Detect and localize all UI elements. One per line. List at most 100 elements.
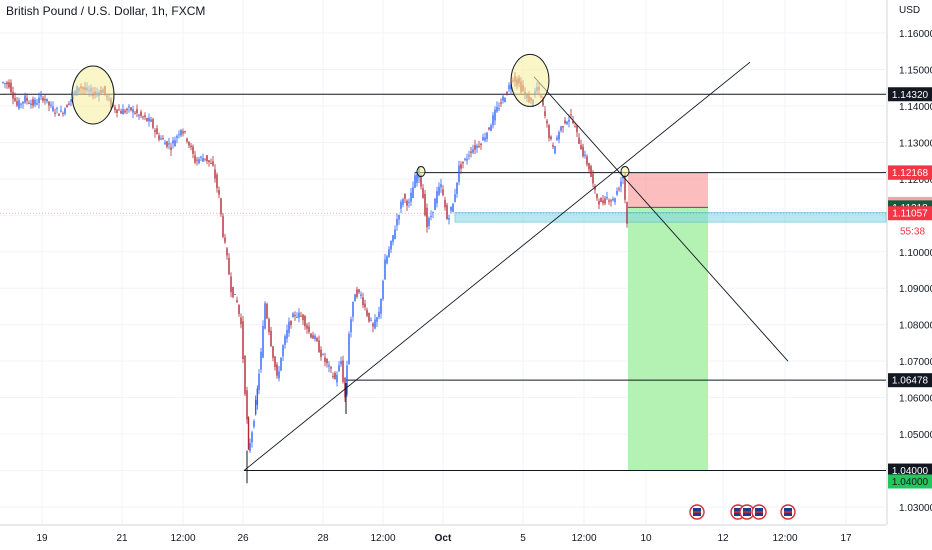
candle-body xyxy=(414,175,416,188)
candle-body xyxy=(182,131,184,134)
candle-body xyxy=(162,138,164,140)
candle-body xyxy=(462,161,464,164)
candle-body xyxy=(16,101,18,106)
candle-body xyxy=(398,215,400,220)
candle-body xyxy=(136,109,138,113)
event-flag-icon[interactable] xyxy=(751,504,767,520)
candle-body xyxy=(552,145,554,147)
candle-body xyxy=(318,340,320,353)
candle-body xyxy=(260,351,262,370)
event-flag-icon[interactable] xyxy=(689,504,705,520)
candle-body xyxy=(330,367,332,369)
candle-body xyxy=(470,151,472,153)
candle-body xyxy=(249,443,251,451)
candle-body xyxy=(374,319,376,329)
chart-title: British Pound / U.S. Dollar, 1h, FXCM xyxy=(6,4,206,18)
candle-body xyxy=(320,349,322,357)
candle-body xyxy=(574,126,576,128)
price-tick-label: 1.10000 xyxy=(899,248,932,259)
candle-body xyxy=(312,335,314,339)
event-flag-icon[interactable] xyxy=(780,504,796,520)
candle-body xyxy=(236,300,238,303)
candle-body xyxy=(496,106,498,112)
time-tick-label: 12 xyxy=(717,533,729,544)
price-badge-label: 1.04000 xyxy=(892,466,929,477)
candle-body xyxy=(566,121,568,125)
candle-body xyxy=(440,184,442,188)
price-badge: 1.06478 xyxy=(888,373,932,388)
candle-body xyxy=(28,102,30,104)
candle-body xyxy=(52,106,54,111)
candle-body xyxy=(412,187,414,199)
candle-body xyxy=(253,421,255,427)
price-tick-label: 1.03000 xyxy=(899,503,932,514)
candle-body xyxy=(502,96,504,101)
candle-body xyxy=(234,293,236,295)
price-tick-label: 1.09000 xyxy=(899,284,932,295)
candle-body xyxy=(344,377,346,398)
candle-body xyxy=(358,289,360,293)
candle-body xyxy=(32,99,34,106)
candle-body xyxy=(212,161,214,166)
candle-body xyxy=(326,358,328,364)
currency-label: USD xyxy=(899,5,921,16)
candle-body xyxy=(4,83,6,85)
candle-body xyxy=(322,354,324,356)
candle-body xyxy=(214,169,216,179)
candle-body xyxy=(486,132,488,139)
candle-body xyxy=(376,317,378,322)
candle-body xyxy=(342,360,344,382)
price-badge: 1.11057 xyxy=(888,206,932,221)
candle-body xyxy=(368,312,370,322)
candle-body xyxy=(370,319,372,321)
price-badge: 1.12168 xyxy=(888,165,932,180)
candle-body xyxy=(550,136,552,140)
candle-body xyxy=(128,106,130,108)
price-axis[interactable]: 1.03000 1.04000 1.05000 1.06000 1.07000 1.080… xyxy=(886,0,932,525)
candle-body xyxy=(328,364,330,367)
candle-body xyxy=(460,164,462,169)
price-badge: 1.14320 xyxy=(888,87,932,102)
price-tick-label: 1.07000 xyxy=(899,357,932,368)
candle-body xyxy=(492,115,494,126)
candle-body xyxy=(444,199,446,208)
candle-body xyxy=(2,82,4,84)
candle-body xyxy=(36,103,38,105)
candle-body xyxy=(456,182,458,194)
countdown-label: 55:38 xyxy=(900,227,925,238)
price-badge-label: 1.04000 xyxy=(892,477,929,488)
candle-body xyxy=(282,345,284,357)
candle-body xyxy=(224,237,226,243)
time-axis[interactable]: 19 21 12:00 26 28 12:00 Oct 5 12:00 10 12 12:00 17 xyxy=(0,524,886,544)
candle-body xyxy=(246,390,248,420)
candle-body xyxy=(232,286,234,298)
candle-body xyxy=(38,97,40,104)
price-badge-bg xyxy=(888,206,932,221)
candle-body xyxy=(122,109,124,115)
candle-body xyxy=(180,129,182,136)
candle-body xyxy=(251,432,253,443)
price-tick-label: 1.06000 xyxy=(899,394,932,405)
candle-body xyxy=(204,158,206,160)
candle-body xyxy=(120,111,122,114)
price-tick-label: 1.08000 xyxy=(899,321,932,332)
candle-body xyxy=(356,289,358,297)
trendline xyxy=(243,61,751,471)
price-badge-label: 1.06478 xyxy=(892,376,929,387)
candle-body xyxy=(578,137,580,144)
highlight-circle xyxy=(416,166,426,178)
candle-body xyxy=(614,198,616,203)
price-tick-label: 1.12000 xyxy=(899,175,932,186)
candle-body xyxy=(24,95,26,103)
candle-body xyxy=(64,108,66,114)
event-flags[interactable] xyxy=(689,504,796,520)
candle-body xyxy=(390,240,392,250)
candle-body xyxy=(306,325,308,329)
grid xyxy=(0,0,886,525)
candle-body xyxy=(114,107,116,111)
candle-body xyxy=(164,142,166,145)
candle-body xyxy=(610,200,612,202)
candle-body xyxy=(274,356,276,368)
